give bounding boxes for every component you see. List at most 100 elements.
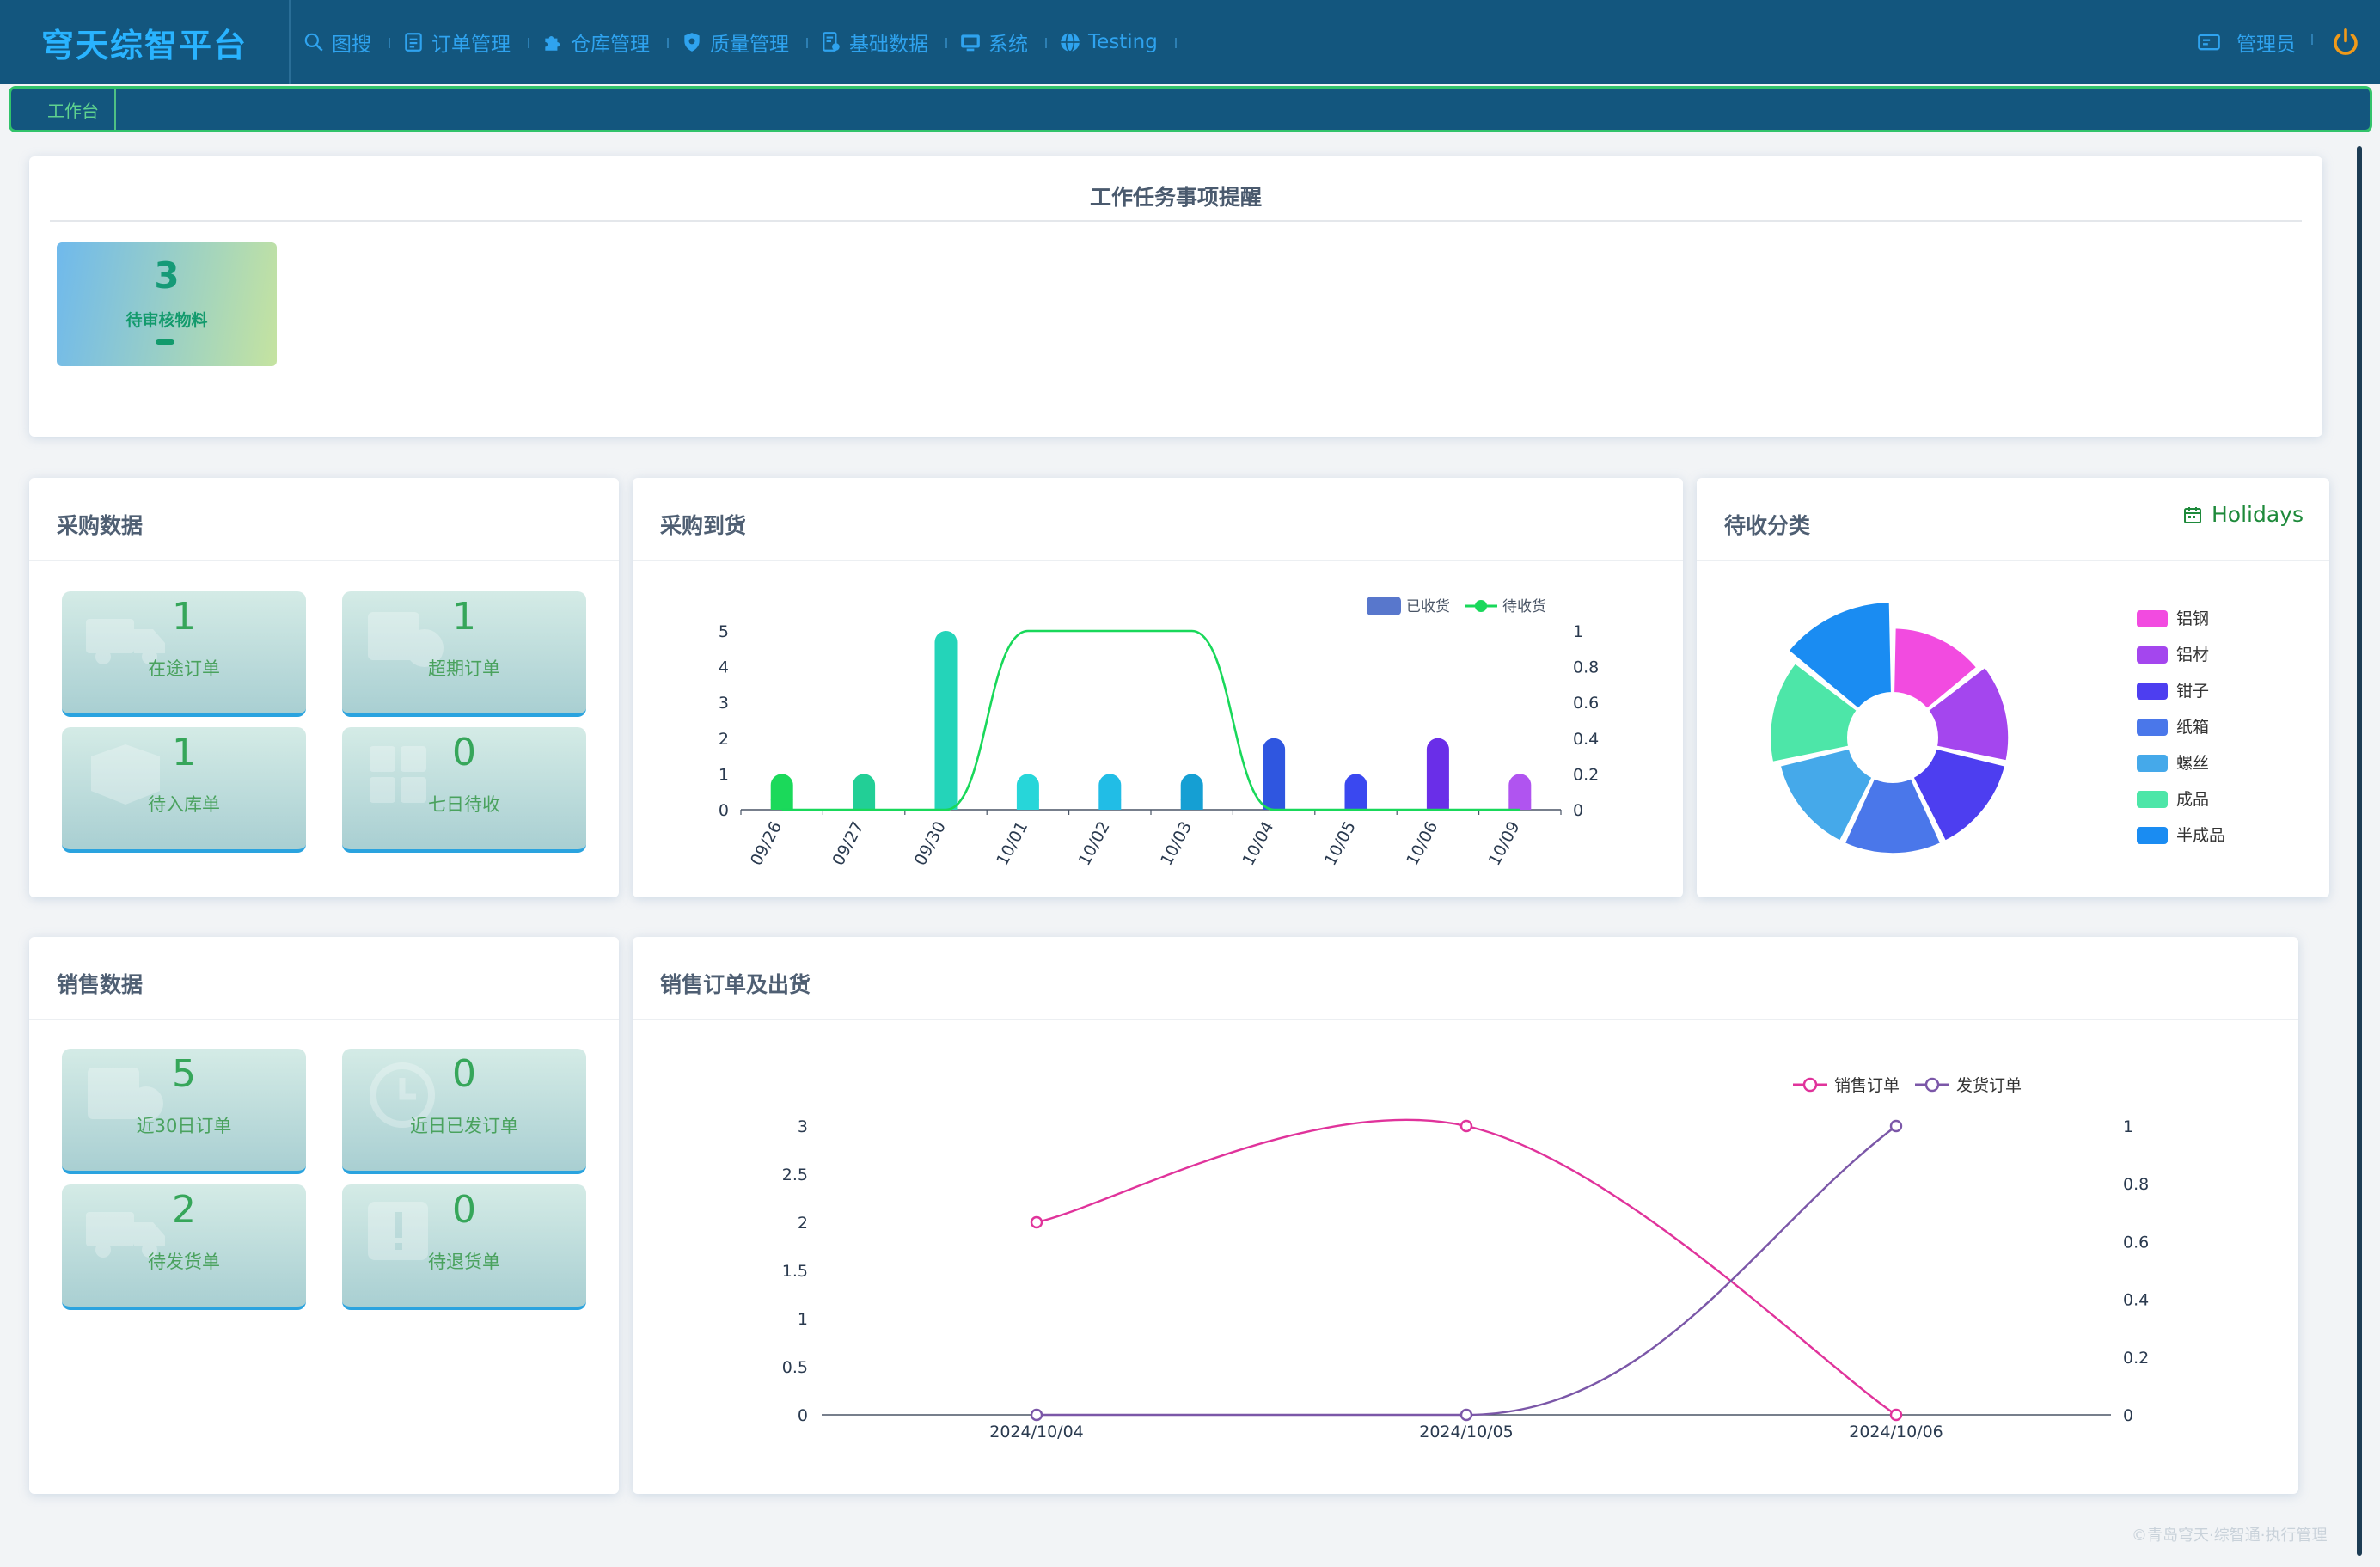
holidays-link[interactable]: Holidays [2182, 502, 2304, 527]
nav-separator [806, 38, 808, 48]
bar-base [1426, 799, 1449, 810]
task-count: 3 [154, 254, 180, 297]
calendar-icon [2184, 506, 2201, 523]
truck-icon [86, 1212, 165, 1258]
tile-label: 在途订单 [148, 658, 220, 679]
grid-icon [370, 746, 426, 803]
y-left-tick-label: 2 [798, 1214, 808, 1233]
nav-separator [667, 38, 669, 48]
nav-item-label: 质量管理 [710, 34, 789, 56]
legend-swatch [2137, 646, 2168, 664]
nav-item-label: 仓库管理 [571, 34, 650, 56]
y-left-tick-label: 3 [798, 1117, 808, 1136]
bar [934, 631, 958, 810]
tile-count: 1 [172, 595, 196, 639]
y-right-tick-label: 1 [2123, 1117, 2133, 1136]
panel-title: 销售订单及出货 [660, 972, 811, 997]
nav-item-base-data[interactable]: 基础数据 [808, 0, 947, 84]
divider [29, 560, 619, 561]
x-tick-label: 2024/10/06 [1849, 1423, 1943, 1442]
x-tick-label: 2024/10/05 [1419, 1423, 1514, 1442]
nav-item-image-search[interactable]: 图搜 [291, 0, 390, 84]
nav-item-warehouse[interactable]: 仓库管理 [529, 0, 669, 84]
purchase-arrival-panel: 采购到货 0 1 2 3 4 5 0 0.2 0.4 0.6 0.8 1 09/26 09/27 09/30… [633, 478, 1683, 897]
tile-count: 5 [172, 1052, 196, 1096]
stat-tile-overdue[interactable]: 1 超期订单 [342, 591, 586, 717]
nav-item-system[interactable]: 系统 [947, 0, 1047, 84]
order-icon [405, 33, 422, 52]
stat-tile-seven-day[interactable]: 0 七日待收 [342, 727, 586, 853]
stat-tile-in-transit[interactable]: 1 在途订单 [62, 591, 306, 717]
legend-swatch-received [1367, 597, 1401, 615]
divider [29, 1019, 619, 1020]
y-left-tick-label: 1.5 [782, 1262, 808, 1281]
panel-title: 销售数据 [57, 972, 144, 997]
y-right-tick-label: 0.4 [2123, 1291, 2149, 1310]
sales-chart: 0 0.5 1 1.5 2 2.5 3 0 0.2 0.4 0.6 0.8 1 2024/10/04 202… [782, 1076, 2149, 1442]
stat-tile-pending-inbound[interactable]: 1 待入库单 [62, 727, 306, 853]
pending-review-card[interactable]: 3 待审核物料 [57, 242, 277, 366]
nav-separator [2311, 34, 2313, 45]
chart-legend: 已收货 待收货 [1367, 597, 1546, 615]
clock-icon [370, 1062, 435, 1128]
nav-item-quality[interactable]: 质量管理 [669, 0, 808, 84]
x-tick-label: 10/06 [1403, 818, 1441, 869]
data-point [1030, 1215, 1043, 1229]
data-point [1030, 1408, 1043, 1422]
task-indicator [156, 339, 174, 345]
user-menu[interactable]: 管理员 [2197, 28, 2330, 57]
nav-item-orders[interactable]: 订单管理 [390, 0, 529, 84]
stat-tile-30day-orders[interactable]: 5 近30日订单 [62, 1049, 306, 1174]
divider [633, 1019, 2298, 1020]
calendar-clock-icon [368, 612, 444, 667]
legend-marker [1802, 1077, 1818, 1093]
footer-copyright: ©青岛穹天·综智通·执行管理 [2132, 1527, 2328, 1545]
tile-count: 2 [172, 1188, 196, 1232]
user-area: 管理员 [2197, 0, 2380, 84]
legend-label: 螺丝 [2176, 754, 2209, 773]
stat-tile-to-ship[interactable]: 2 待发货单 [62, 1184, 306, 1310]
tab-workbench[interactable]: 工作台 [30, 89, 116, 130]
legend-marker [1924, 1077, 1940, 1093]
app-logo[interactable]: 穹天综智平台 [0, 0, 291, 84]
vertical-scrollbar[interactable] [2357, 146, 2362, 1556]
x-tick-label: 09/27 [829, 818, 867, 869]
system-icon [961, 34, 980, 52]
nav-item-testing[interactable]: Testing [1047, 0, 1177, 84]
x-tick-label: 10/02 [1075, 818, 1114, 869]
chart-legend: 销售订单 发货订单 [1793, 1076, 2022, 1095]
line-series-pending [781, 629, 1520, 811]
y-left-tick-label: 1 [719, 765, 729, 784]
panel-title: 采购数据 [57, 513, 144, 538]
tile-count: 0 [452, 1188, 476, 1232]
x-tick-label: 10/01 [993, 818, 1031, 869]
legend-label: 钳子 [2176, 682, 2209, 701]
x-tick-label: 10/05 [1321, 818, 1360, 869]
y-right-tick-label: 0.8 [2123, 1175, 2149, 1194]
y-right-tick-label: 0.6 [1573, 694, 1599, 713]
database-icon [823, 32, 840, 52]
line-series-sales [1036, 1118, 1897, 1416]
y-right-tick-label: 0.2 [1573, 765, 1599, 784]
legend-label: 铝钢 [2176, 609, 2209, 628]
legend-label: 待收货 [1502, 598, 1546, 615]
stat-tile-shipped[interactable]: 0 近日已发订单 [342, 1049, 586, 1174]
alert-icon [368, 1202, 428, 1260]
stat-tile-returns[interactable]: 0 待退货单 [342, 1184, 586, 1310]
x-tick-label: 2024/10/04 [989, 1423, 1084, 1442]
search-icon [304, 33, 323, 52]
bar-base [1016, 799, 1039, 810]
user-name: 管理员 [2236, 34, 2296, 56]
y-left-tick-label: 0 [719, 801, 729, 820]
bar-base [1344, 799, 1367, 810]
y-right-tick-label: 0 [2123, 1406, 2133, 1425]
shield-icon [684, 33, 700, 52]
bar [1426, 738, 1449, 810]
y-right-tick-label: 1 [1573, 622, 1583, 641]
power-icon[interactable] [2330, 27, 2361, 58]
bar-base [770, 799, 793, 810]
tile-label: 超期订单 [428, 658, 500, 679]
legend-label: 铝材 [2176, 646, 2209, 664]
